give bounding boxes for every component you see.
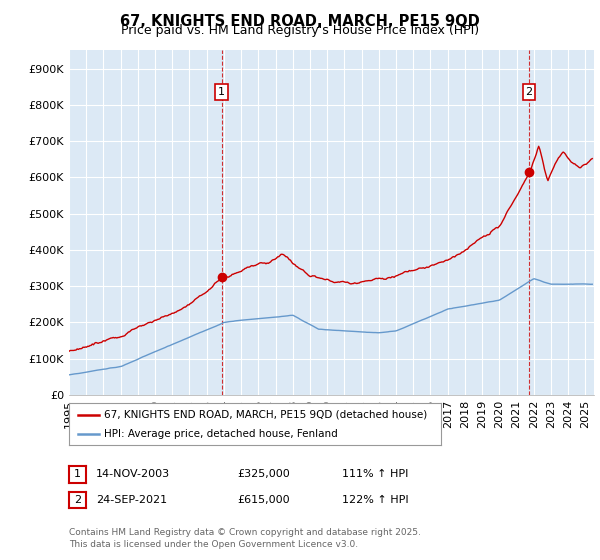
Text: £325,000: £325,000 [237,469,290,479]
Text: 24-SEP-2021: 24-SEP-2021 [96,495,167,505]
Text: 111% ↑ HPI: 111% ↑ HPI [342,469,409,479]
Text: 122% ↑ HPI: 122% ↑ HPI [342,495,409,505]
Text: 2: 2 [74,495,81,505]
Text: 1: 1 [74,469,81,479]
Text: Contains HM Land Registry data © Crown copyright and database right 2025.
This d: Contains HM Land Registry data © Crown c… [69,528,421,549]
Text: 67, KNIGHTS END ROAD, MARCH, PE15 9QD (detached house): 67, KNIGHTS END ROAD, MARCH, PE15 9QD (d… [104,409,428,419]
Text: 14-NOV-2003: 14-NOV-2003 [96,469,170,479]
Text: HPI: Average price, detached house, Fenland: HPI: Average price, detached house, Fenl… [104,429,338,439]
Text: 1: 1 [218,87,225,97]
Text: Price paid vs. HM Land Registry's House Price Index (HPI): Price paid vs. HM Land Registry's House … [121,24,479,37]
Text: £615,000: £615,000 [237,495,290,505]
Text: 67, KNIGHTS END ROAD, MARCH, PE15 9QD: 67, KNIGHTS END ROAD, MARCH, PE15 9QD [120,14,480,29]
Text: 2: 2 [526,87,533,97]
